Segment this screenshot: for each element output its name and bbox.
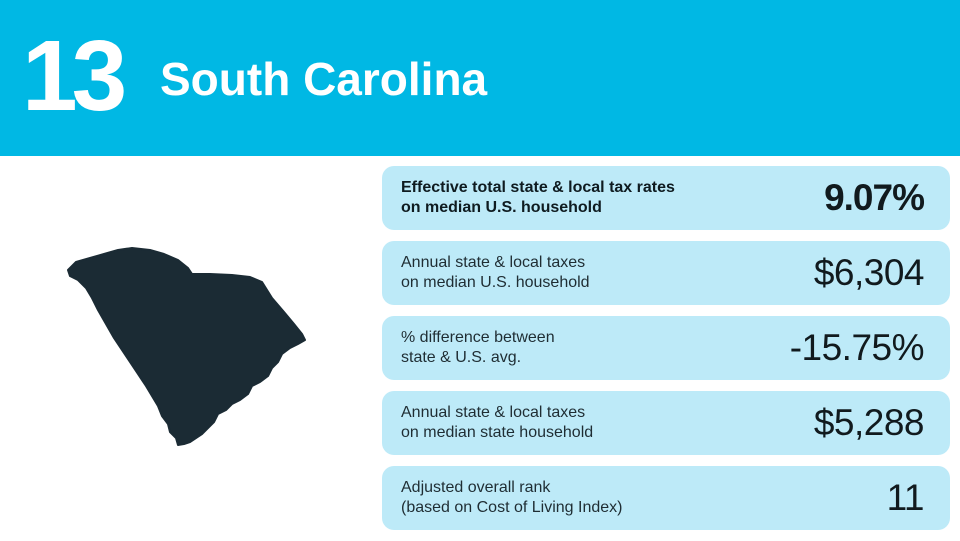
stat-label: % difference between state & U.S. avg. bbox=[401, 328, 731, 368]
stat-value: $6,304 bbox=[813, 252, 925, 293]
stat-label-line: on median state household bbox=[401, 424, 594, 441]
stat-value: 11 bbox=[886, 477, 925, 518]
stat-value: 9.07% bbox=[824, 177, 925, 218]
stat-label: Adjusted overall rank (based on Cost of … bbox=[401, 478, 731, 518]
stat-label-line: on median U.S. household bbox=[401, 274, 590, 291]
stat-label-line: % difference between bbox=[401, 329, 555, 346]
percent-difference-card: % difference between state & U.S. avg. -… bbox=[382, 316, 950, 380]
effective-tax-rate-card: Effective total state & local tax rates … bbox=[382, 166, 950, 230]
stat-value: -15.75% bbox=[789, 327, 925, 368]
stat-label-line: on median U.S. household bbox=[401, 199, 602, 216]
stat-label: Effective total state & local tax rates … bbox=[401, 178, 731, 218]
annual-taxes-state-card: Annual state & local taxes on median sta… bbox=[382, 391, 950, 455]
south-carolina-map-icon bbox=[62, 244, 308, 450]
annual-taxes-us-card: Annual state & local taxes on median U.S… bbox=[382, 241, 950, 305]
header-banner: 13 South Carolina bbox=[0, 0, 960, 156]
stat-label-line: state & U.S. avg. bbox=[401, 349, 522, 366]
stat-label-line: (based on Cost of Living Index) bbox=[401, 499, 623, 516]
adjusted-rank-card: Adjusted overall rank (based on Cost of … bbox=[382, 466, 950, 530]
stat-label: Annual state & local taxes on median U.S… bbox=[401, 253, 731, 293]
stat-label-line: Annual state & local taxes bbox=[401, 254, 586, 271]
stat-label: Annual state & local taxes on median sta… bbox=[401, 403, 731, 443]
state-title: South Carolina bbox=[160, 53, 488, 105]
stats-panel: Effective total state & local tax rates … bbox=[382, 166, 950, 541]
stat-label-line: Adjusted overall rank bbox=[401, 479, 551, 496]
stat-label-line: Effective total state & local tax rates bbox=[401, 179, 675, 196]
stat-label-line: Annual state & local taxes bbox=[401, 404, 586, 421]
state-silhouette bbox=[67, 247, 306, 446]
stat-value: $5,288 bbox=[813, 402, 925, 443]
rank-number: 13 bbox=[22, 20, 127, 132]
